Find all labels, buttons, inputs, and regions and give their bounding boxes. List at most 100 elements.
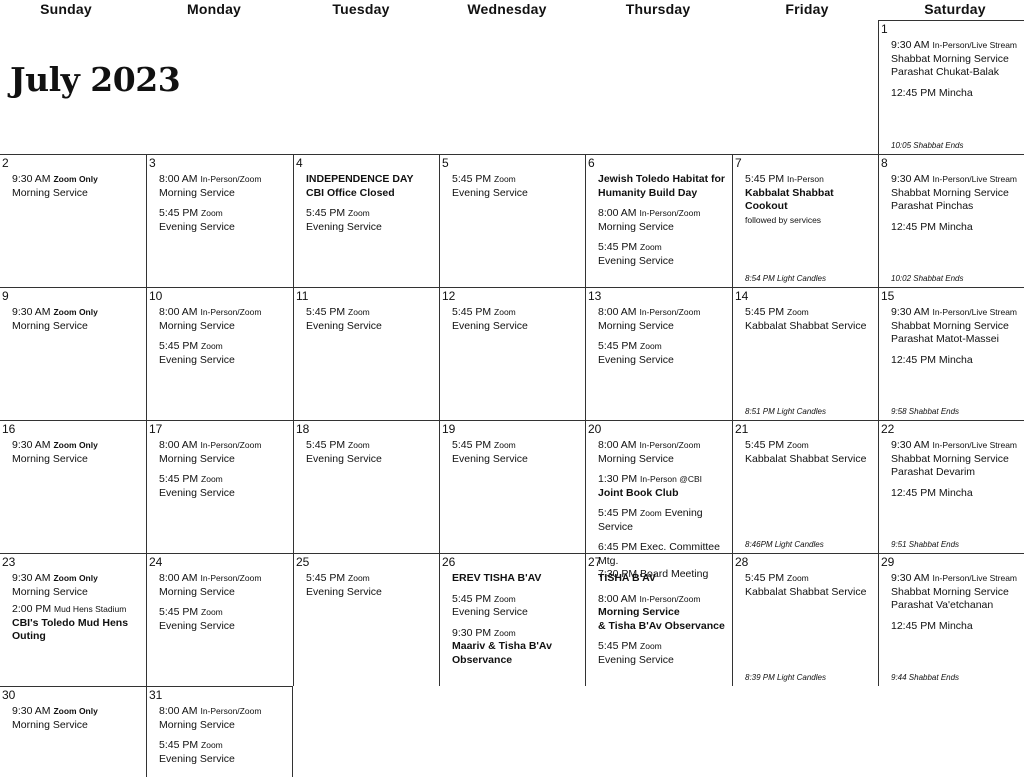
day-events: 8:00 AM In-Person/Zoom Morning Service 5… xyxy=(159,572,291,633)
event: 5:45 PM Zoom Evening Service xyxy=(306,306,382,332)
light-candles-note: 8:46PM Light Candles xyxy=(745,540,824,549)
day-cell-5: 5 5:45 PM Zoom Evening Service xyxy=(439,154,585,287)
day-events: 5:45 PM Zoom Evening Service xyxy=(306,306,437,333)
event: 9:30 AM Zoom Only Morning Service xyxy=(12,439,98,465)
day-events: 5:45 PM Zoom Kabbalat Shabbat Service xyxy=(745,439,876,466)
day-events: TISHA B'AV 8:00 AM In-Person/Zoom Mornin… xyxy=(598,572,730,667)
day-events: 5:45 PM Zoom Kabbalat Shabbat Service xyxy=(745,306,876,333)
dow-saturday: Saturday xyxy=(924,1,986,17)
day-cell-15: 15 9:30 AM In-Person/Live Stream Shabbat… xyxy=(878,287,1024,420)
event: 8:00 AM In-Person/Zoom Morning Service xyxy=(159,439,262,465)
day-number: 31 xyxy=(149,688,163,702)
day-cell-29: 29 9:30 AM In-Person/Live Stream Shabbat… xyxy=(878,553,1024,686)
event: 8:00 AM In-Person/Zoom Morning Service xyxy=(159,306,262,332)
event: 9:30 AM Zoom Only Morning Service xyxy=(12,572,98,598)
day-cell-14: 14 5:45 PM Zoom Kabbalat Shabbat Service… xyxy=(732,287,878,420)
event: EREV TISHA B'AV xyxy=(452,572,542,584)
day-number: 7 xyxy=(735,156,742,170)
day-events: 8:00 AM In-Person/Zoom Morning Service 5… xyxy=(159,439,291,500)
day-events: 8:00 AM In-Person/Zoom Morning Service 1… xyxy=(598,439,730,582)
day-events: 8:00 AM In-Person/Zoom Morning Service 5… xyxy=(159,705,290,766)
day-number: 25 xyxy=(296,555,310,569)
day-number: 3 xyxy=(149,156,156,170)
day-events: Jewish Toledo Habitat for Humanity Build… xyxy=(598,173,730,268)
day-events: 5:45 PM In-Person Kabbalat Shabbat Cooko… xyxy=(745,173,876,227)
day-cell-3: 3 8:00 AM In-Person/Zoom Morning Service… xyxy=(146,154,293,287)
calendar-title: July 2023 xyxy=(10,60,181,99)
day-events: 5:45 PM Zoom Evening Service xyxy=(306,572,437,599)
event: TISHA B'AV xyxy=(598,572,656,584)
event: 9:30 AM In-Person/Live Stream Shabbat Mo… xyxy=(891,173,1018,212)
event: 2:00 PM Mud Hens Stadium CBI's Toledo Mu… xyxy=(12,603,129,642)
event: 9:30 AM Zoom Only Morning Service xyxy=(12,173,98,199)
event: 5:45 PM Zoom Kabbalat Shabbat Service xyxy=(745,439,867,465)
day-cell-25: 25 5:45 PM Zoom Evening Service xyxy=(293,553,439,686)
day-number: 22 xyxy=(881,422,895,436)
event: 8:00 AM In-Person/Zoom Morning Service xyxy=(159,705,262,731)
day-cell-2: 2 9:30 AM Zoom Only Morning Service xyxy=(0,154,146,287)
shabbat-ends-note: 9:51 Shabbat Ends xyxy=(891,540,960,549)
day-number: 24 xyxy=(149,555,163,569)
day-number: 14 xyxy=(735,289,749,303)
day-number: 29 xyxy=(881,555,895,569)
dow-sunday: Sunday xyxy=(40,1,92,17)
light-candles-note: 8:39 PM Light Candles xyxy=(745,673,826,682)
event: 6:45 PM Exec. Committee Mtg. 7:30 PM Boa… xyxy=(598,541,720,580)
day-number: 20 xyxy=(588,422,602,436)
event: 12:45 PM Mincha xyxy=(891,86,973,99)
event: 5:45 PM Zoom Evening Service xyxy=(452,173,528,199)
event: 5:45 PM Zoom Evening Service xyxy=(159,739,235,765)
day-cell-4: 4 INDEPENDENCE DAY CBI Office Closed 5:4… xyxy=(293,154,439,287)
dow-tuesday: Tuesday xyxy=(332,1,390,17)
day-cell-6: 6 Jewish Toledo Habitat for Humanity Bui… xyxy=(585,154,732,287)
event: 9:30 AM In-Person/Live Stream Shabbat Mo… xyxy=(891,439,1018,478)
event: 5:45 PM Zoom Evening Service xyxy=(598,241,674,267)
event: 12:45 PM Mincha xyxy=(891,619,973,632)
day-number: 12 xyxy=(442,289,456,303)
day-number: 26 xyxy=(442,555,456,569)
day-number: 30 xyxy=(2,688,16,702)
day-cell-21: 21 5:45 PM Zoom Kabbalat Shabbat Service… xyxy=(732,420,878,553)
event: 5:45 PM Zoom Evening Service xyxy=(598,507,703,533)
day-number: 28 xyxy=(735,555,749,569)
day-number: 6 xyxy=(588,156,595,170)
day-number: 1 xyxy=(881,22,888,36)
shabbat-ends-note: 9:58 Shabbat Ends xyxy=(891,407,960,416)
event: Jewish Toledo Habitat for Humanity Build… xyxy=(598,173,725,199)
day-events: 8:00 AM In-Person/Zoom Morning Service 5… xyxy=(159,306,291,367)
day-events: 9:30 AM In-Person/Live Stream Shabbat Mo… xyxy=(891,39,1022,100)
day-events: 9:30 AM In-Person/Live Stream Shabbat Mo… xyxy=(891,572,1022,633)
day-events: 9:30 AM In-Person/Live Stream Shabbat Mo… xyxy=(891,173,1022,234)
dow-thursday: Thursday xyxy=(625,1,691,17)
day-number: 4 xyxy=(296,156,303,170)
day-number: 16 xyxy=(2,422,16,436)
event: 5:45 PM Zoom Evening Service xyxy=(452,306,528,332)
day-events: 5:45 PM Zoom Evening Service xyxy=(452,439,583,466)
day-cell-20: 20 8:00 AM In-Person/Zoom Morning Servic… xyxy=(585,420,732,580)
event: 12:45 PM Mincha xyxy=(891,353,973,366)
event: 5:45 PM Zoom Kabbalat Shabbat Service xyxy=(745,572,867,598)
day-cell-18: 18 5:45 PM Zoom Evening Service xyxy=(293,420,439,553)
event: 5:45 PM Zoom Evening Service xyxy=(159,473,235,499)
event: INDEPENDENCE DAY CBI Office Closed xyxy=(306,173,414,199)
day-cell-28: 28 5:45 PM Zoom Kabbalat Shabbat Service… xyxy=(732,553,878,686)
event: 5:45 PM Zoom Evening Service xyxy=(306,439,382,465)
day-events: 9:30 AM Zoom Only Morning Service xyxy=(12,306,144,333)
day-events: 5:45 PM Zoom Evening Service xyxy=(452,306,583,333)
day-number: 19 xyxy=(442,422,456,436)
day-number: 21 xyxy=(735,422,749,436)
day-cell-12: 12 5:45 PM Zoom Evening Service xyxy=(439,287,585,420)
day-number: 11 xyxy=(296,289,309,303)
event: 9:30 AM In-Person/Live Stream Shabbat Mo… xyxy=(891,572,1018,611)
event: 8:00 AM In-Person/Zoom Morning Service xyxy=(159,572,262,598)
event: 9:30 AM In-Person/Live Stream Shabbat Mo… xyxy=(891,39,1018,78)
event: 5:45 PM Zoom Evening Service xyxy=(598,640,674,666)
day-events: EREV TISHA B'AV 5:45 PM Zoom Evening Ser… xyxy=(452,572,583,667)
day-cell-23: 23 9:30 AM Zoom Only Morning Service 2:0… xyxy=(0,553,146,686)
day-number: 8 xyxy=(881,156,888,170)
day-cell-11: 11 5:45 PM Zoom Evening Service xyxy=(293,287,439,420)
event: 9:30 PM Zoom Maariv & Tisha B'Av Observa… xyxy=(452,626,552,666)
day-number: 27 xyxy=(588,555,602,569)
day-cell-17: 17 8:00 AM In-Person/Zoom Morning Servic… xyxy=(146,420,293,553)
light-candles-note: 8:51 PM Light Candles xyxy=(745,407,826,416)
